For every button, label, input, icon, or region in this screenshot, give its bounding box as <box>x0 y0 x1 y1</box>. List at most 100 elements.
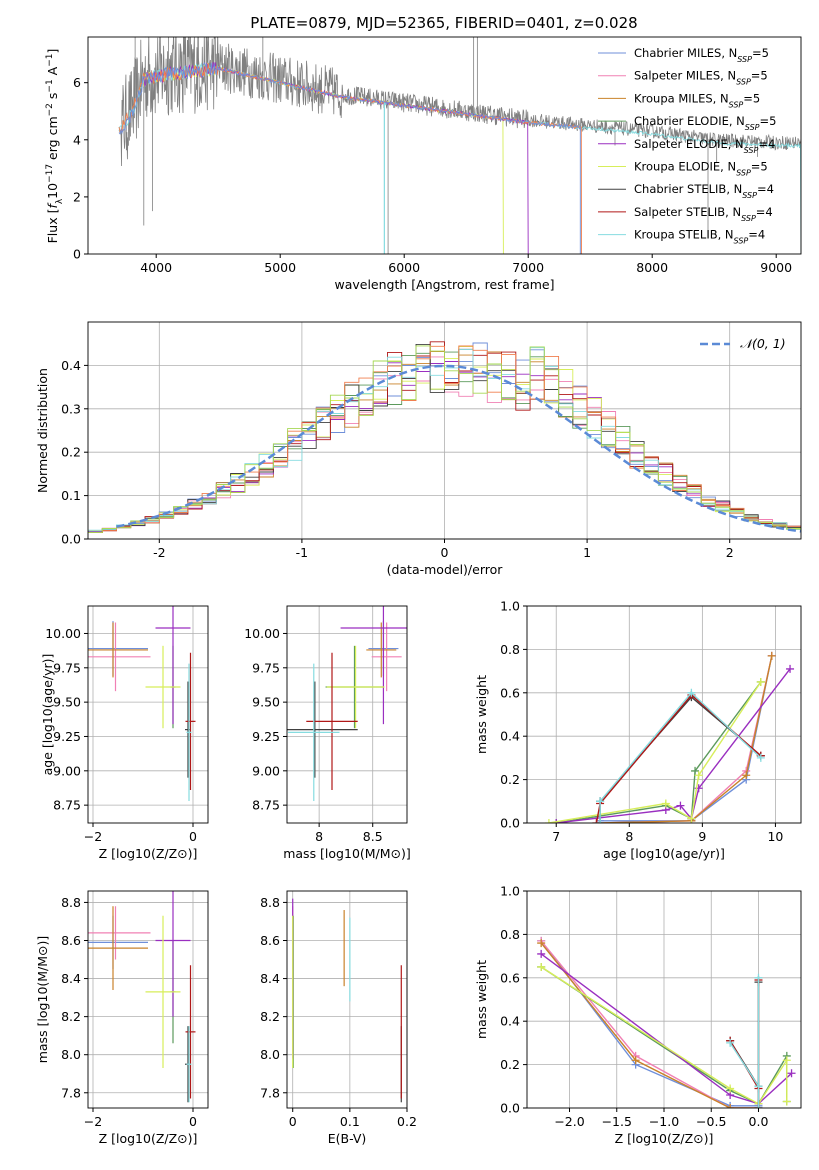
weight_vs_Z-plot <box>537 936 796 1108</box>
weight-marker <box>726 1084 735 1093</box>
residuals-ytick-label: 0.2 <box>61 445 81 460</box>
age_vs_mass-ytick-label: 9.25 <box>252 729 280 744</box>
mass_vs_Z-ytick-label: 8.2 <box>61 1009 81 1024</box>
weight-marker <box>787 1069 796 1078</box>
weight_vs_age-ytick-label: 0.4 <box>500 729 520 744</box>
weight-line <box>599 691 762 823</box>
mass_vs_ebv-ytick-label: 7.8 <box>260 1085 280 1100</box>
mass_vs_ebv-ytick-label: 8.4 <box>260 971 280 986</box>
age_vs_mass-ytick-label: 9.00 <box>252 763 280 778</box>
weight_vs_age-ylabel: mass weight <box>474 675 489 754</box>
age_vs_Z-axes: −2 0 8.75 9.00 9.25 9.50 9.75 10.00 Z [log10(Z/Z… <box>40 605 209 861</box>
mass_vs_ebv-plot <box>292 898 402 1103</box>
weight_vs_age-xtick-label: 8 <box>625 829 633 844</box>
legend-label: Salpeter ELODIE, NSSP=4 <box>634 137 775 155</box>
weight-marker <box>537 949 546 958</box>
model-spectrum-line <box>118 62 582 254</box>
mass_vs_Z-xtick-label: 0 <box>189 1114 197 1129</box>
spectrum-ylabel: Flux [fλ10−17 erg cm−2 s−1 A−1] <box>45 49 65 244</box>
normal-curve <box>116 364 801 533</box>
mass_vs_Z-ytick-label: 8.8 <box>61 895 81 910</box>
weight_vs_age-xtick-label: 7 <box>552 829 560 844</box>
age_vs_Z-xlabel: Z [log10(Z/Z⊙)] <box>99 846 198 861</box>
age_vs_mass-xlabel: mass [log10(M/M⊙)] <box>283 846 411 861</box>
weight-marker <box>782 1056 791 1065</box>
weight-marker <box>786 664 795 673</box>
weight-line <box>729 980 760 1108</box>
residuals-xtick-label: 0 <box>441 545 449 560</box>
weight-marker <box>592 819 601 823</box>
weight-line <box>548 681 762 823</box>
age_vs_mass-ytick-label: 9.50 <box>252 695 280 710</box>
weight-marker <box>537 939 546 948</box>
spectrum-ytick-label: 6 <box>73 75 81 90</box>
weight_vs_Z-ytick-label: 0.0 <box>500 1101 520 1116</box>
mass_vs_Z-plot <box>88 891 196 1103</box>
weight_vs_age-xtick-label: 9 <box>698 829 706 844</box>
weight_vs_Z-frame <box>526 890 802 1109</box>
age_vs_mass-plot <box>287 606 407 802</box>
weight_vs_Z-xtick-label: −1.5 <box>602 1114 632 1129</box>
residuals-xtick-label: -1 <box>296 545 308 560</box>
weight-marker <box>676 801 685 810</box>
age_vs_mass-axes: 8 8.5 8.75 9.00 9.25 9.50 9.75 10.00 mass [log10… <box>244 605 411 861</box>
residuals-xtick-label: -2 <box>153 545 165 560</box>
weight_vs_age-ytick-label: 1.0 <box>500 599 520 614</box>
weight-marker <box>691 766 700 775</box>
weight-line <box>540 942 759 1108</box>
mass_vs_ebv-xtick-label: 0.1 <box>340 1114 360 1129</box>
data-spectrum-line <box>119 37 801 167</box>
mass_vs_ebv-xtick-label: 0 <box>289 1114 297 1129</box>
weight_vs_Z-xlabel: Z [log10(Z/Z⊙)] <box>615 1131 714 1146</box>
weight-marker <box>754 973 763 982</box>
legend-label: Chabrier MILES, NSSP=5 <box>634 46 769 64</box>
weight-marker <box>726 1104 735 1108</box>
age_vs_mass-ytick-label: 8.75 <box>252 798 280 813</box>
weight-line <box>556 668 791 823</box>
age_vs_Z-ytick-label: 9.50 <box>53 695 81 710</box>
spectrum-xtick-label: 4000 <box>140 260 172 275</box>
age_vs_Z-xtick-label: −2 <box>84 829 102 844</box>
weight-marker <box>687 814 696 823</box>
weight_vs_Z-xtick-label: −2.0 <box>554 1114 584 1129</box>
age_vs_mass-ytick-label: 10.00 <box>244 626 280 641</box>
weight_vs_Z-ytick-label: 0.8 <box>500 927 520 942</box>
weight-line <box>540 940 759 1108</box>
residuals-frame <box>87 321 802 540</box>
mass_vs_ebv-xlabel: E(B-V) <box>328 1131 367 1146</box>
age_vs_Z-ytick-label: 9.25 <box>53 729 81 744</box>
age_vs_Z-frame <box>87 605 209 824</box>
spectrum-xtick-label: 8000 <box>636 260 668 275</box>
mass_vs_Z-ylabel: mass [log10(M/M⊙)] <box>35 936 50 1064</box>
weight-marker <box>754 1082 763 1091</box>
residuals-ytick-label: 0.4 <box>61 358 81 373</box>
weight_vs_Z-axes: −2.0 −1.5 −1.0 −0.5 0.0 0.0 0.2 0.4 0.6 0.8 1.0 Z [… <box>474 884 802 1146</box>
age_vs_Z-ytick-label: 9.00 <box>53 763 81 778</box>
weight_vs_Z-ytick-label: 0.4 <box>500 1014 520 1029</box>
age_vs_Z-ytick-label: 9.75 <box>53 660 81 675</box>
weight_vs_age-xtick-label: 10 <box>767 829 783 844</box>
age_vs_Z-ytick-label: 10.00 <box>45 626 81 641</box>
weight-marker <box>552 819 561 823</box>
spectrum-xtick-label: 5000 <box>264 260 296 275</box>
mass_vs_Z-frame <box>87 890 209 1109</box>
legend-label: Salpeter STELIB, NSSP=4 <box>634 205 773 223</box>
legend-label: Kroupa ELODIE, NSSP=5 <box>634 160 768 178</box>
mass_vs_ebv-ytick-label: 8.6 <box>260 933 280 948</box>
mass_vs_Z-xtick-label: −2 <box>84 1114 102 1129</box>
age_vs_mass-xtick-label: 8 <box>315 829 323 844</box>
mass_vs_Z-ytick-label: 7.8 <box>61 1085 81 1100</box>
weight-line <box>729 977 760 1108</box>
weight-marker <box>631 1056 640 1065</box>
legend-label: Kroupa MILES, NSSP=5 <box>634 91 760 109</box>
residuals-ylabel: Normed distribution <box>35 368 50 493</box>
weight_vs_age-ytick-label: 0.0 <box>500 816 520 831</box>
weight_vs_age-ytick-label: 0.6 <box>500 685 520 700</box>
weight-line <box>540 953 793 1105</box>
age_vs_mass-frame <box>286 605 408 824</box>
residuals-xtick-label: 1 <box>583 545 591 560</box>
model-spectrum-line <box>118 62 581 254</box>
weight_vs_age-ytick-label: 0.8 <box>500 642 520 657</box>
